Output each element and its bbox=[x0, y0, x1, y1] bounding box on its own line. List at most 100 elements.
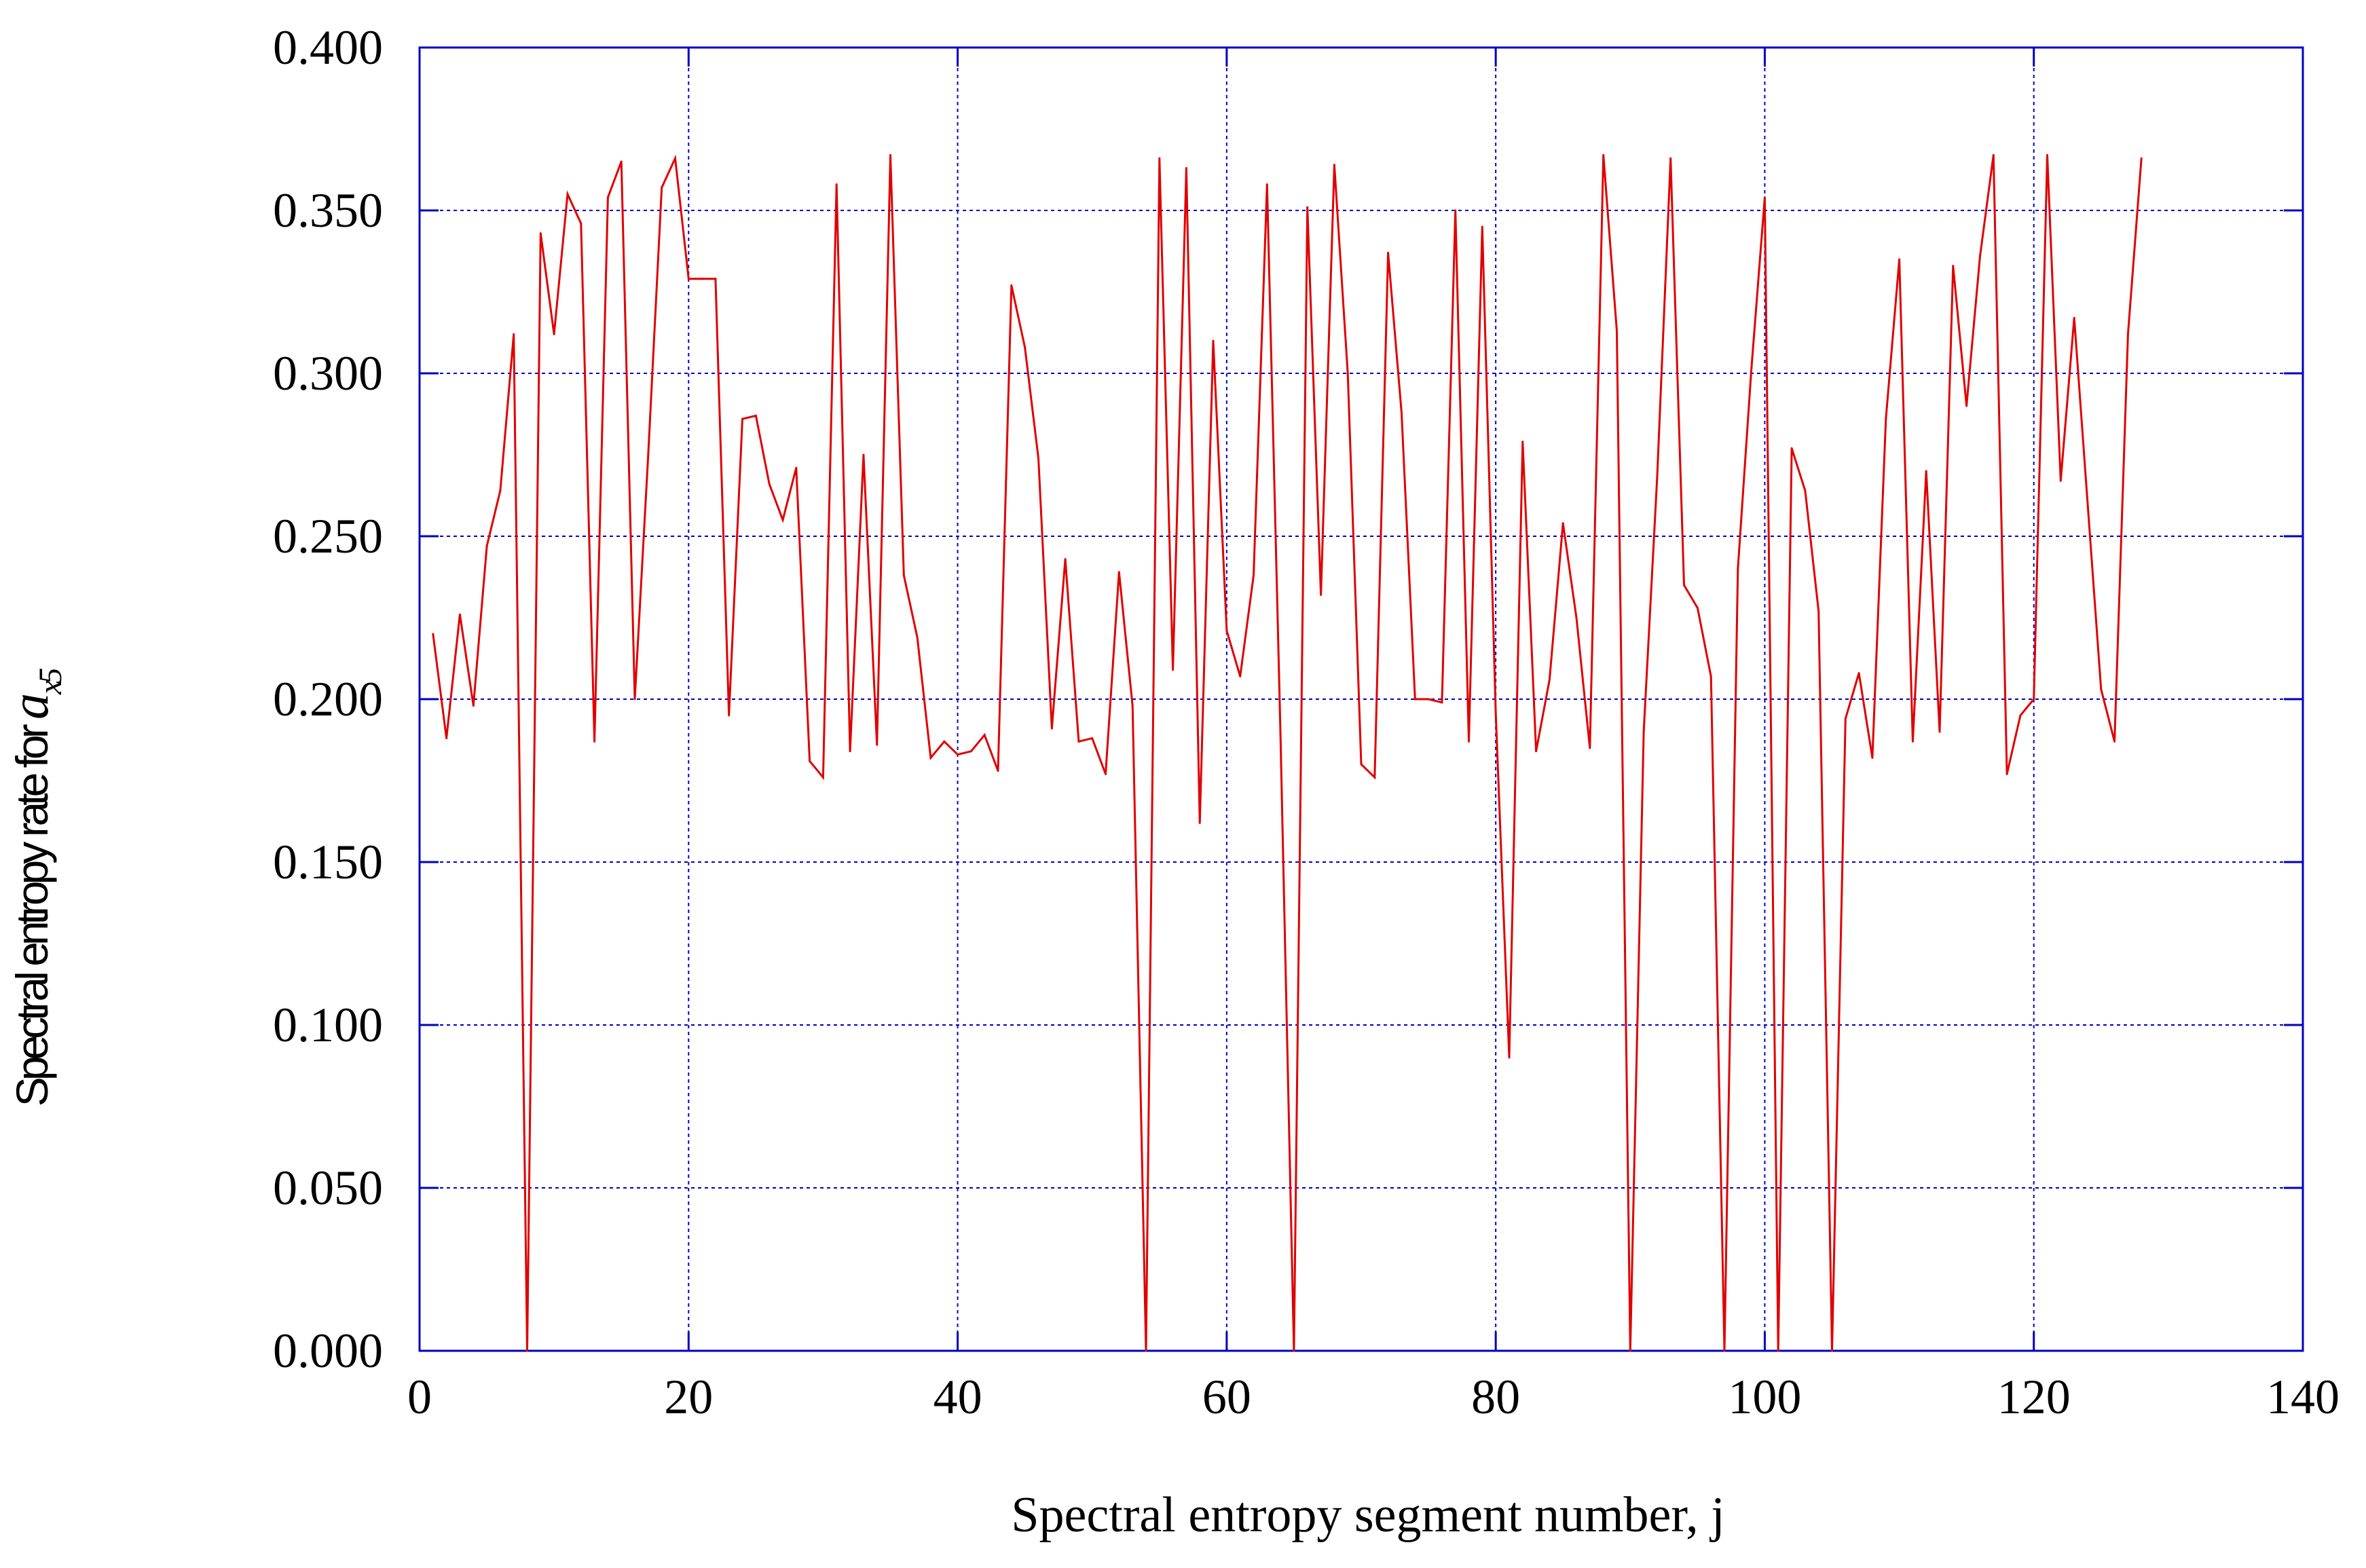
data-point bbox=[1320, 593, 1323, 596]
data-point bbox=[485, 544, 488, 547]
data-point bbox=[1105, 772, 1107, 775]
data-point bbox=[1602, 153, 1605, 156]
data-point bbox=[1709, 675, 1712, 677]
data-point bbox=[499, 489, 502, 492]
data-point bbox=[889, 153, 891, 156]
y-tick-label: 0.250 bbox=[273, 509, 383, 563]
data-point bbox=[432, 633, 435, 635]
data-point bbox=[1010, 284, 1013, 286]
data-point bbox=[957, 753, 959, 756]
data-point bbox=[1131, 705, 1134, 707]
data-point bbox=[1911, 740, 1914, 743]
x-tick-label: 80 bbox=[1471, 1370, 1520, 1424]
data-point bbox=[1750, 369, 1753, 371]
data-point bbox=[1279, 734, 1282, 736]
data-point bbox=[1656, 477, 1659, 479]
data-point bbox=[1589, 747, 1591, 749]
data-point bbox=[445, 737, 448, 740]
data-point bbox=[1737, 567, 1739, 570]
data-point bbox=[2059, 479, 2062, 482]
y-tick-labels: 0.000 0.050 0.100 0.150 0.200 0.250 0.300 0.350… bbox=[273, 20, 383, 1378]
data-point bbox=[1454, 209, 1457, 212]
data-point bbox=[1050, 727, 1053, 730]
data-point bbox=[620, 160, 623, 163]
data-point bbox=[593, 740, 596, 743]
data-point bbox=[809, 760, 811, 762]
data-point bbox=[1575, 616, 1578, 619]
data-point bbox=[1548, 678, 1551, 681]
data-point bbox=[2073, 316, 2075, 319]
x-tick-label: 20 bbox=[664, 1370, 713, 1424]
data-point bbox=[1253, 574, 1255, 577]
data-point bbox=[1979, 255, 1981, 257]
y-tick-label: 0.100 bbox=[273, 998, 383, 1052]
data-point bbox=[2086, 502, 2089, 505]
x-tick-label: 0 bbox=[407, 1370, 432, 1424]
data-point bbox=[1400, 411, 1403, 414]
data-point bbox=[539, 232, 542, 235]
data-point bbox=[983, 734, 986, 736]
data-point bbox=[580, 222, 583, 225]
data-point bbox=[1844, 717, 1847, 720]
data-point bbox=[1952, 265, 1955, 267]
data-point bbox=[2100, 688, 2103, 691]
data-point bbox=[2046, 153, 2048, 156]
data-point bbox=[1360, 763, 1363, 766]
data-point bbox=[526, 1349, 528, 1352]
data-point bbox=[1561, 522, 1564, 525]
data-point bbox=[1925, 470, 1927, 472]
data-point bbox=[1642, 730, 1645, 733]
data-point bbox=[795, 466, 798, 469]
data-point bbox=[1898, 258, 1901, 261]
data-point bbox=[1723, 1349, 1726, 1352]
data-point bbox=[1413, 698, 1416, 701]
data-point bbox=[849, 750, 851, 753]
data-point bbox=[1333, 164, 1335, 166]
plot-area-frame bbox=[418, 46, 2304, 1352]
data-point bbox=[1885, 417, 1887, 420]
data-point bbox=[1817, 610, 1820, 612]
data-point bbox=[458, 613, 461, 616]
data-point bbox=[1831, 1349, 1833, 1352]
y-tick-label: 0.200 bbox=[273, 672, 383, 726]
y-tick-label: 0.300 bbox=[273, 346, 383, 400]
data-point bbox=[687, 278, 690, 280]
data-point bbox=[1777, 1349, 1779, 1352]
data-point bbox=[821, 776, 824, 779]
data-point bbox=[2113, 740, 2116, 743]
grid-lines bbox=[420, 48, 2303, 1351]
data-point bbox=[876, 743, 879, 746]
data-point bbox=[1494, 711, 1497, 713]
data-point bbox=[943, 740, 946, 743]
data-point bbox=[1387, 251, 1390, 254]
y-axis-title-symbol: a bbox=[0, 694, 59, 720]
data-point bbox=[1265, 183, 1268, 186]
data-point bbox=[1373, 776, 1376, 779]
x-tick-labels: 0 20 40 60 80 100 120 140 bbox=[407, 1370, 2340, 1424]
series-layer bbox=[432, 153, 2143, 1352]
data-point bbox=[1064, 558, 1067, 561]
data-point bbox=[1239, 675, 1242, 677]
data-point bbox=[929, 756, 932, 759]
data-point bbox=[2019, 714, 2022, 717]
x-tick-label: 140 bbox=[2266, 1370, 2340, 1424]
x-tick-label: 60 bbox=[1202, 1370, 1251, 1424]
data-point bbox=[741, 417, 743, 420]
y-tick-label: 0.050 bbox=[273, 1161, 383, 1215]
data-point bbox=[1508, 1056, 1511, 1059]
data-point bbox=[714, 278, 717, 280]
data-point bbox=[1965, 405, 1968, 407]
data-point bbox=[1346, 372, 1349, 375]
data-point bbox=[1521, 441, 1524, 443]
y-axis-title-text: Spectral entropy rate for bbox=[7, 720, 57, 1106]
data-point bbox=[1037, 457, 1039, 460]
data-point bbox=[1992, 153, 1995, 156]
data-point bbox=[1669, 157, 1672, 160]
y-axis-title: Spectral entropy rate for ax5 bbox=[0, 669, 69, 1107]
data-point bbox=[768, 483, 771, 485]
data-point bbox=[902, 574, 905, 577]
data-point bbox=[1938, 730, 1941, 733]
series-line bbox=[432, 154, 2143, 1351]
data-point bbox=[1225, 629, 1228, 632]
